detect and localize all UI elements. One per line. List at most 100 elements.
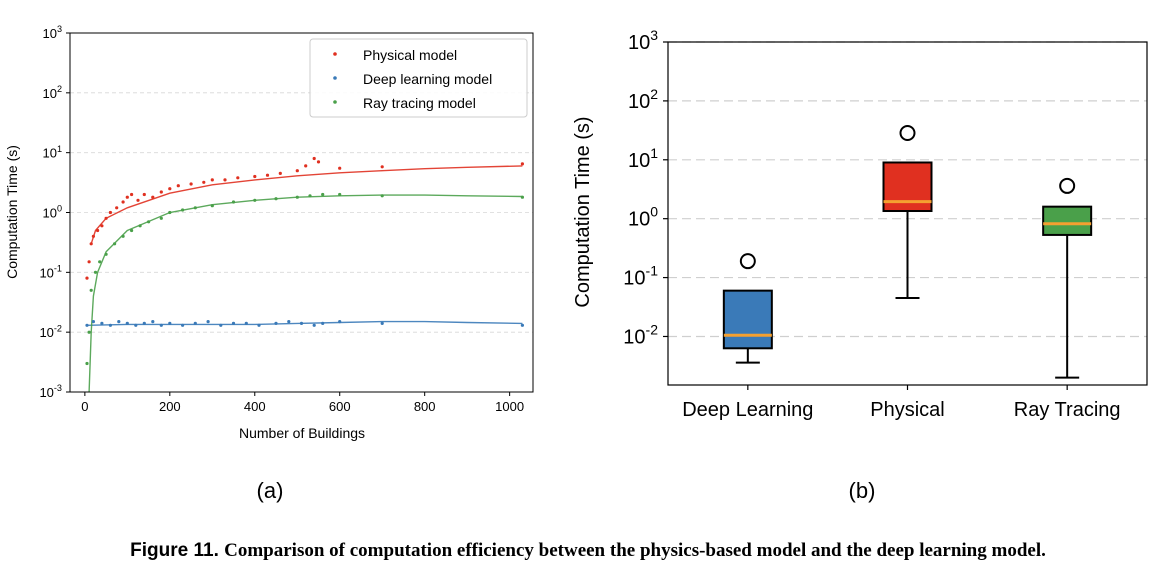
point-ray-tracing-model — [338, 192, 342, 197]
point-physical-model — [130, 192, 134, 197]
point-physical-model — [253, 174, 257, 179]
point-ray-tracing-model — [121, 234, 125, 238]
panel-b-x-ticks: Deep Learning Physical Ray Tracing — [682, 385, 1121, 421]
point-physical-model — [338, 166, 342, 170]
point-deep-learning-model — [168, 321, 172, 325]
point-physical-model — [189, 182, 193, 186]
panel-b-y-axis-label: Computation Time (s) — [572, 116, 594, 307]
point-physical-model — [121, 200, 125, 204]
point-physical-model — [304, 164, 308, 168]
fit-curve-deep-learning-model — [86, 320, 523, 326]
panel-b-x-tick-label: Ray Tracing — [1014, 399, 1121, 421]
point-physical-model — [210, 178, 214, 182]
point-ray-tracing-model — [98, 260, 102, 264]
fit-curve-physical-model — [90, 165, 523, 245]
point-ray-tracing-model — [520, 195, 525, 199]
legend-label-deep-learning-model: Deep learning model — [363, 71, 492, 87]
point-physical-model — [85, 276, 89, 280]
box-ray-tracing — [1042, 205, 1093, 236]
legend-label-ray-tracing-model: Ray tracing model — [363, 95, 476, 111]
panel-a-fit-curves — [86, 165, 523, 393]
point-deep-learning-model — [134, 323, 138, 327]
panel-a-y-tick-label: 103 — [42, 24, 62, 41]
panel-a-y-tick-label: 10-2 — [39, 323, 62, 340]
point-physical-model — [295, 169, 299, 173]
panel-a-y-ticks: 10-3 10-2 10-1 100 101 102 103 — [39, 24, 70, 400]
point-ray-tracing-model — [295, 195, 299, 199]
point-physical-model — [91, 234, 95, 238]
point-deep-learning-model — [117, 320, 121, 324]
panel-b-y-tick-label: 101 — [628, 145, 658, 172]
point-ray-tracing-model — [380, 194, 384, 198]
panel-b-y-tick-label: 100 — [628, 204, 658, 231]
point-ray-tracing-model — [181, 208, 185, 212]
point-deep-learning-model — [380, 321, 384, 325]
point-deep-learning-model — [257, 323, 261, 327]
point-physical-model — [125, 195, 129, 199]
legend-label-physical-model: Physical model — [363, 47, 457, 63]
point-ray-tracing-model — [104, 252, 108, 256]
point-physical-model — [89, 242, 93, 246]
point-physical-model — [96, 228, 100, 233]
point-ray-tracing-model — [210, 204, 214, 208]
legend-marker-ray-tracing-model — [333, 100, 337, 104]
point-ray-tracing-model — [87, 330, 91, 334]
point-ray-tracing-model — [253, 198, 257, 202]
point-physical-model — [151, 195, 155, 199]
panel-b-box-plot: Deep Learning Physical Ray Tracing 10-210-… — [572, 27, 1148, 503]
point-physical-model — [176, 184, 180, 188]
point-physical-model — [316, 160, 321, 164]
point-physical-model — [202, 180, 206, 184]
point-deep-learning-model — [321, 321, 325, 325]
point-physical-model — [100, 224, 104, 228]
point-deep-learning-model — [125, 321, 129, 325]
point-ray-tracing-model — [130, 228, 134, 233]
panel-b-x-tick-label: Physical — [870, 399, 944, 421]
point-ray-tracing-model — [193, 206, 197, 210]
outlier-physical — [899, 125, 916, 142]
point-ray-tracing-model — [93, 270, 98, 274]
point-ray-tracing-model — [89, 288, 93, 292]
panel-a-scatter-plot: 0 200 400 600 800 1000 10-310-210-11001011021… — [4, 24, 534, 503]
point-deep-learning-model — [206, 320, 210, 324]
point-physical-model — [142, 192, 146, 197]
point-physical-model — [168, 187, 172, 191]
box-deep-learning — [722, 289, 773, 350]
panel-a-y-tick-label: 100 — [42, 204, 62, 221]
panel-a-legend: Physical model Deep learning model Ray tra… — [309, 38, 528, 118]
point-deep-learning-model — [274, 321, 278, 325]
panel-b-y-tick-label: 103 — [628, 27, 658, 54]
point-ray-tracing-model — [168, 210, 172, 215]
fit-curve-ray-tracing-model — [88, 194, 523, 393]
point-deep-learning-model — [312, 323, 316, 327]
point-deep-learning-model — [193, 321, 197, 325]
legend-marker-deep-learning-model — [333, 76, 337, 80]
panel-b-y-ticks: 10-2 10-1 100 101 102 103 — [623, 27, 668, 348]
point-deep-learning-model — [181, 323, 185, 327]
point-physical-model — [236, 176, 240, 180]
point-physical-model — [159, 190, 163, 194]
point-ray-tracing-model — [308, 194, 312, 198]
point-deep-learning-model — [108, 323, 112, 327]
panel-b-label: (b) — [849, 478, 876, 503]
panel-a-x-tick-label: 400 — [244, 399, 266, 414]
legend-marker-physical-model — [333, 52, 337, 56]
point-ray-tracing-model — [321, 192, 325, 197]
point-physical-model — [520, 162, 525, 166]
point-ray-tracing-model — [138, 224, 142, 228]
point-physical-model — [87, 260, 91, 264]
point-ray-tracing-model — [159, 216, 163, 220]
point-physical-model — [278, 171, 282, 175]
point-physical-model — [265, 173, 270, 177]
point-ray-tracing-model — [85, 361, 89, 366]
point-ray-tracing-model — [113, 242, 117, 246]
point-deep-learning-model — [142, 321, 146, 325]
panel-b-y-tick-label: 10-2 — [623, 321, 658, 348]
point-deep-learning-model — [244, 321, 248, 325]
point-deep-learning-model — [85, 323, 89, 327]
panel-a-x-axis-label: Number of Buildings — [239, 425, 365, 441]
point-ray-tracing-model — [147, 220, 151, 224]
panel-a-x-tick-label: 600 — [329, 399, 351, 414]
panel-b-x-tick-label: Deep Learning — [682, 399, 813, 421]
